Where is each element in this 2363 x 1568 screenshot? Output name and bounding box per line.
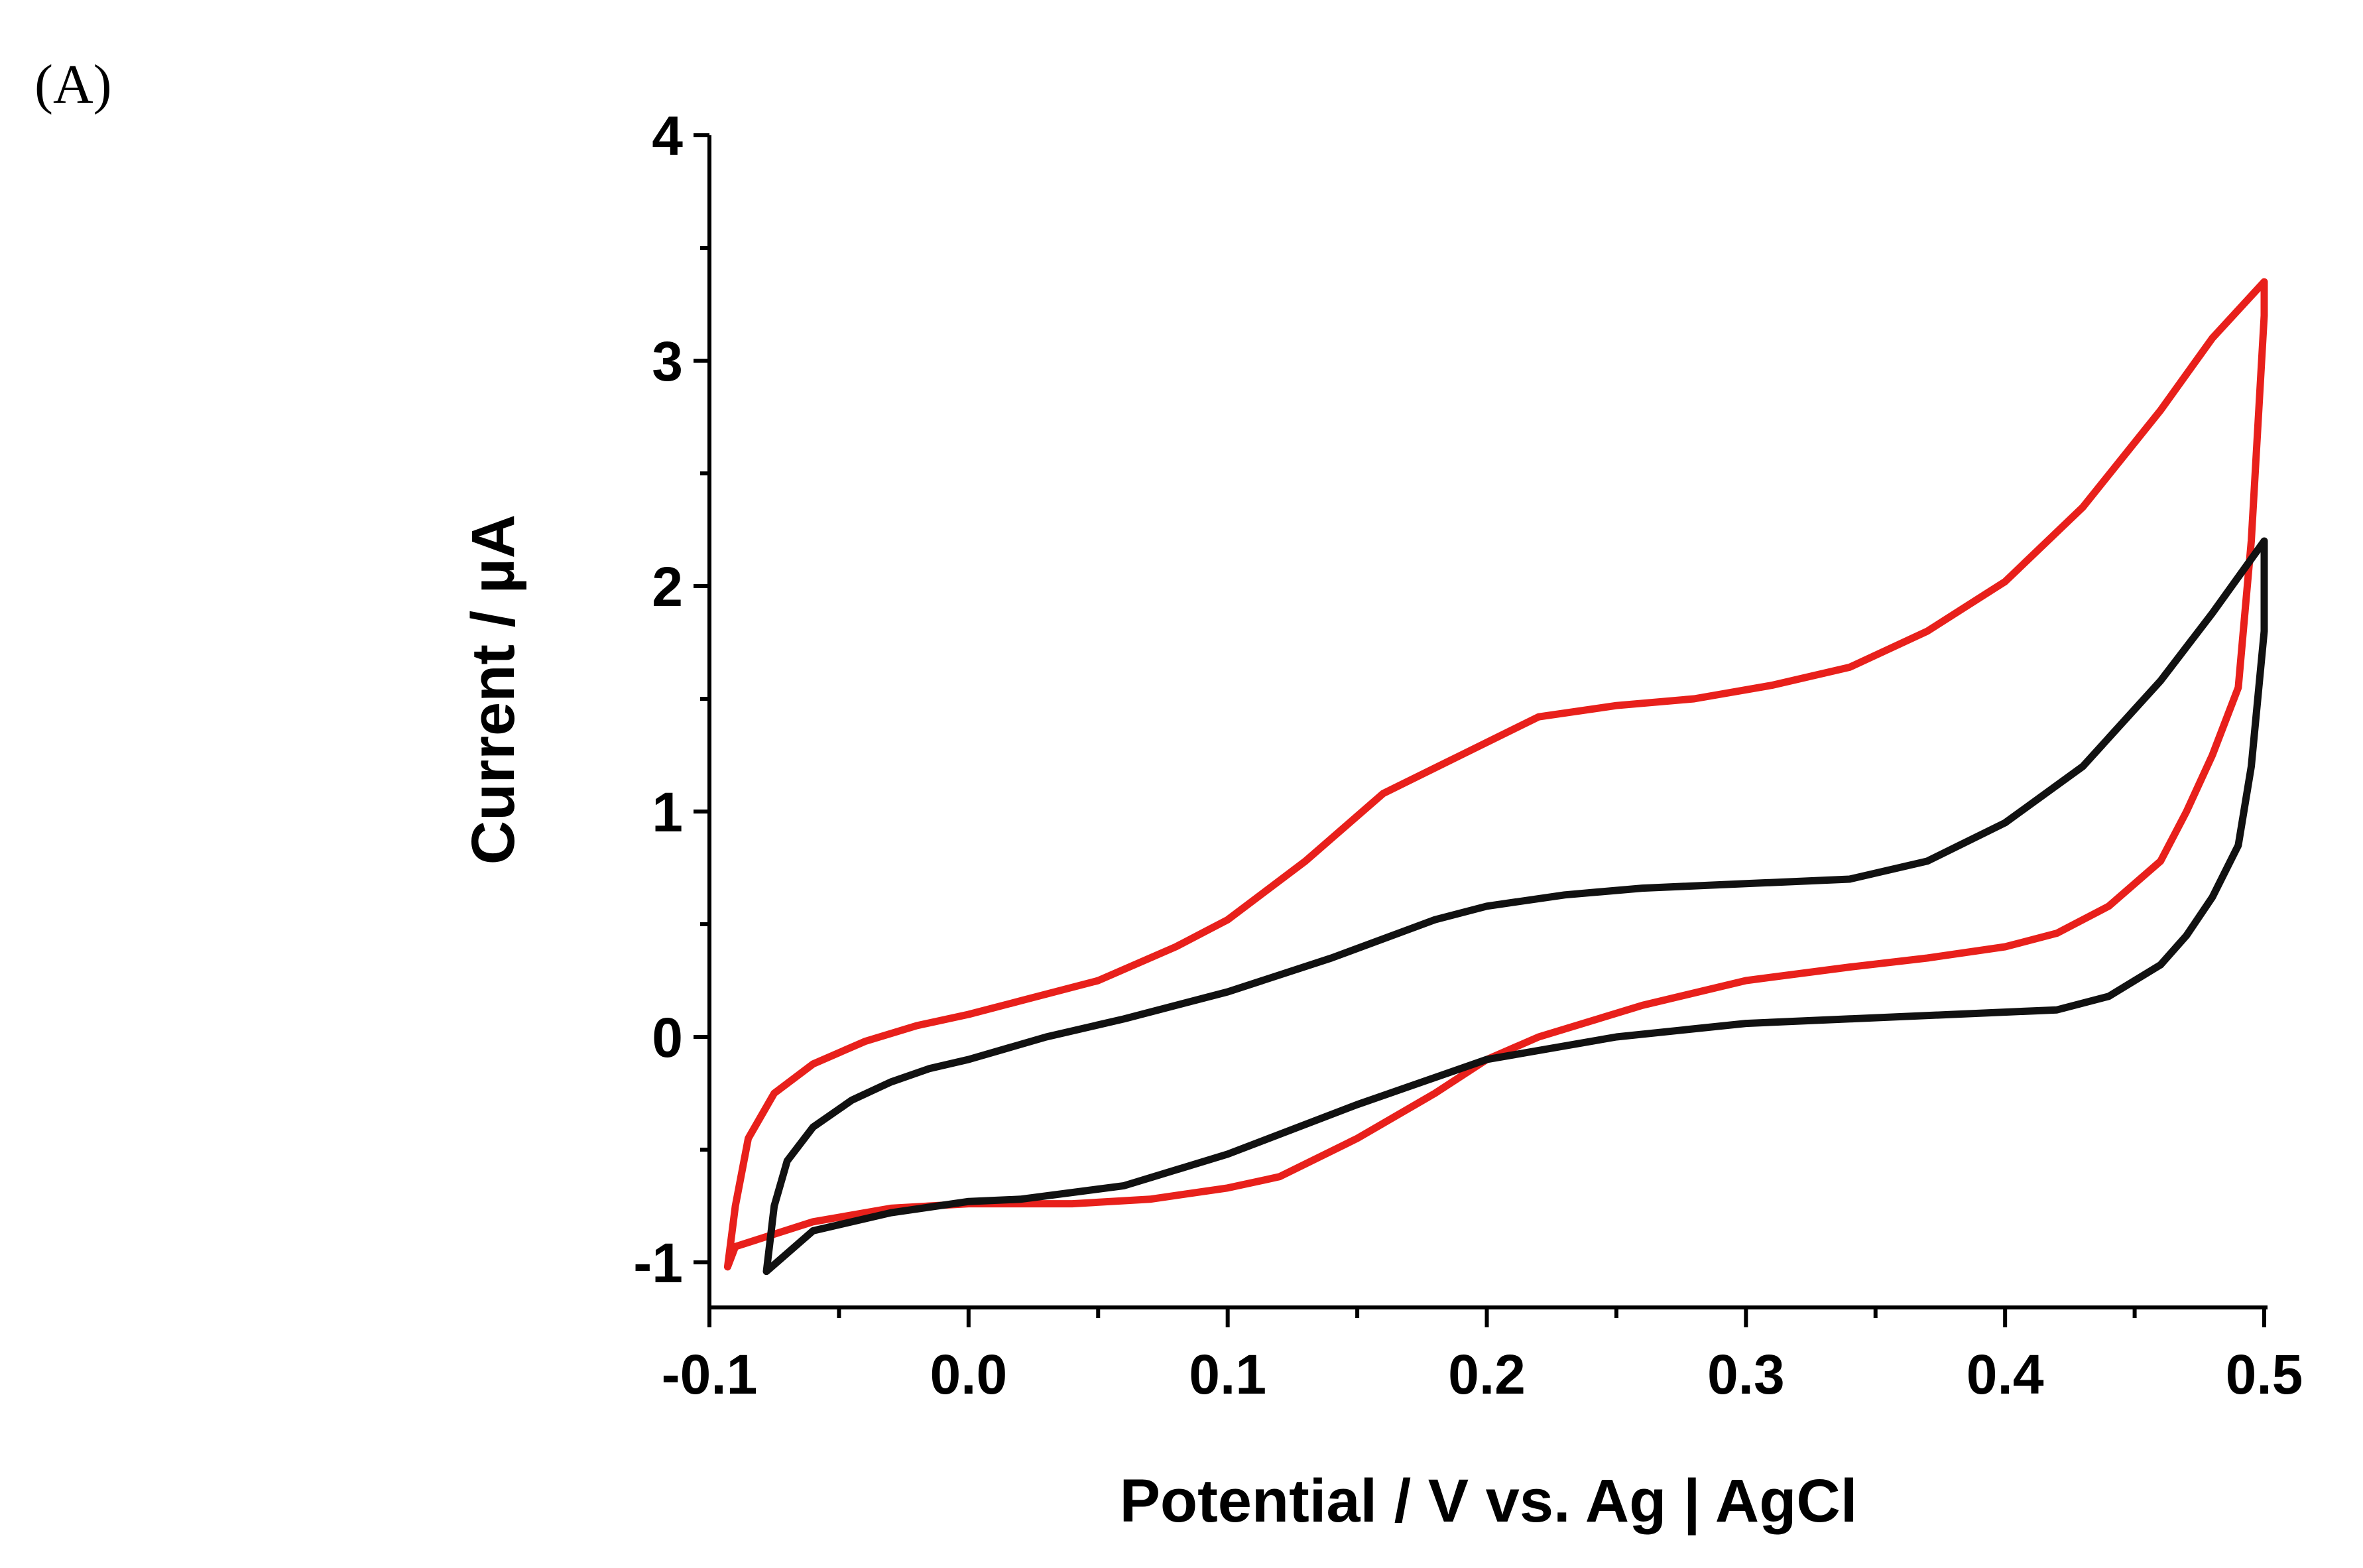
- y-axis-title: Current / µA: [459, 514, 527, 865]
- x-tick-label: 0.1: [1189, 1343, 1266, 1406]
- x-axis-title: Potential / V vs. Ag | AgCl: [1120, 1467, 1858, 1536]
- y-tick-label: 3: [652, 330, 683, 392]
- series-layer: [723, 278, 2268, 1276]
- y-tick-label: 2: [652, 556, 683, 618]
- x-tick-label: 0.3: [1707, 1343, 1785, 1406]
- y-tick-label: 1: [652, 781, 683, 843]
- panel-label: (A): [34, 54, 112, 115]
- x-tick-label: 0.4: [1967, 1343, 2044, 1406]
- series-line-black: [762, 537, 2268, 1276]
- x-tick-label: -0.1: [662, 1343, 758, 1406]
- y-tick-label: 4: [652, 105, 683, 167]
- y-tick-label: 0: [652, 1006, 683, 1069]
- y-tick-label: -1: [633, 1232, 683, 1294]
- x-tick-label: 0.0: [930, 1343, 1007, 1406]
- y-axis-ticks: -1 0 1 2 3 4: [633, 105, 709, 1294]
- x-tick-label: 0.2: [1448, 1343, 1526, 1406]
- plot-area: -0.1 0.0 0.1 0.2 0.3 0.4 0.5 -1 0 1 2 3 4: [633, 105, 2303, 1406]
- x-axis-ticks: -0.1 0.0 0.1 0.2 0.3 0.4 0.5: [662, 1307, 2303, 1406]
- series-line-red: [723, 278, 2268, 1271]
- x-tick-label: 0.5: [2226, 1343, 2303, 1406]
